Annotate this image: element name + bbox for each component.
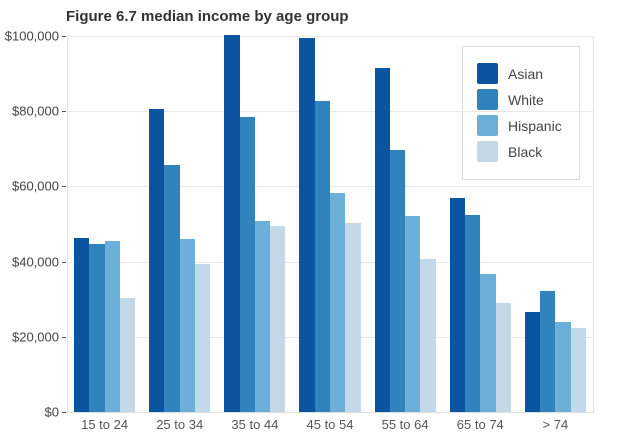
x-axis-label: > 74	[542, 417, 569, 432]
bar-hispanic-25-to-34[interactable]	[179, 238, 195, 412]
bar-white->-74[interactable]	[540, 290, 556, 412]
y-axis-tick	[62, 111, 66, 112]
bar-white-35-to-44[interactable]	[239, 116, 255, 412]
bar-black-35-to-44[interactable]	[270, 225, 286, 412]
legend-swatch-white	[477, 89, 498, 110]
bar-hispanic-65-to-74[interactable]	[480, 273, 496, 412]
y-axis-tick	[62, 412, 66, 413]
bar-white-45-to-54[interactable]	[314, 101, 330, 412]
gridline	[67, 186, 593, 187]
bar-asian-55-to-64[interactable]	[374, 67, 390, 412]
bar-black-25-to-34[interactable]	[195, 264, 211, 412]
y-axis-tick	[62, 262, 66, 263]
bar-black-15-to-24[interactable]	[119, 297, 136, 412]
bar-white-25-to-34[interactable]	[164, 165, 180, 412]
bar-black->-74[interactable]	[570, 328, 586, 412]
bar-hispanic-35-to-44[interactable]	[254, 221, 271, 412]
y-axis-tick	[62, 337, 66, 338]
bar-black-55-to-64[interactable]	[420, 259, 436, 412]
legend-swatch-hispanic	[477, 115, 498, 136]
legend-swatch-black	[477, 141, 498, 162]
x-axis-label: 15 to 24	[81, 417, 129, 432]
legend-label: Hispanic	[508, 117, 562, 134]
bar-black-45-to-54[interactable]	[345, 222, 361, 412]
bar-white-55-to-64[interactable]	[389, 149, 406, 412]
legend-label: White	[508, 91, 544, 108]
legend-label: Asian	[508, 65, 544, 82]
plot-border-left	[67, 36, 68, 412]
y-axis-tick-label: $60,000	[12, 178, 59, 194]
bar-hispanic->-74[interactable]	[555, 322, 571, 412]
bar-black-65-to-74[interactable]	[495, 303, 511, 412]
x-axis-label: 55 to 64	[381, 417, 429, 432]
x-axis-label: 45 to 54	[306, 417, 354, 432]
x-axis-label: 35 to 44	[231, 417, 279, 432]
bar-asian-65-to-74[interactable]	[449, 198, 465, 412]
y-axis-tick-label: $80,000	[12, 103, 59, 119]
bar-hispanic-55-to-64[interactable]	[405, 215, 421, 412]
bar-asian->-74[interactable]	[524, 311, 541, 412]
chart-title: Figure 6.7 median income by age group	[66, 8, 349, 25]
legend-label: Black	[508, 143, 543, 160]
y-axis-tick	[62, 36, 66, 37]
gridline	[67, 36, 593, 37]
legend-item-white[interactable]: White	[477, 89, 579, 110]
y-axis-tick-label: $0	[44, 404, 59, 420]
legend-item-asian[interactable]: Asian	[477, 63, 579, 84]
bar-white-15-to-24[interactable]	[89, 243, 105, 412]
y-axis-tick-label: $100,000	[4, 28, 59, 44]
y-axis-tick-label: $20,000	[12, 329, 59, 345]
plot-border-right	[593, 36, 594, 412]
x-axis-line	[67, 412, 594, 413]
bar-asian-35-to-44[interactable]	[224, 34, 240, 412]
legend-item-hispanic[interactable]: Hispanic	[477, 115, 579, 136]
x-axis-label: 65 to 74	[456, 417, 504, 432]
bar-hispanic-15-to-24[interactable]	[104, 240, 120, 412]
gridline	[67, 111, 593, 112]
legend: Asian White Hispanic Black	[462, 46, 580, 180]
legend-item-black[interactable]: Black	[477, 141, 579, 162]
y-axis-tick-label: $40,000	[12, 254, 59, 270]
bar-asian-15-to-24[interactable]	[74, 238, 90, 412]
bar-asian-45-to-54[interactable]	[299, 38, 315, 412]
y-axis-tick	[62, 186, 66, 187]
bar-asian-25-to-34[interactable]	[149, 108, 165, 412]
legend-swatch-asian	[477, 63, 498, 84]
bar-white-65-to-74[interactable]	[465, 214, 481, 412]
bar-hispanic-45-to-54[interactable]	[330, 192, 346, 412]
x-axis-label: 25 to 34	[156, 417, 204, 432]
